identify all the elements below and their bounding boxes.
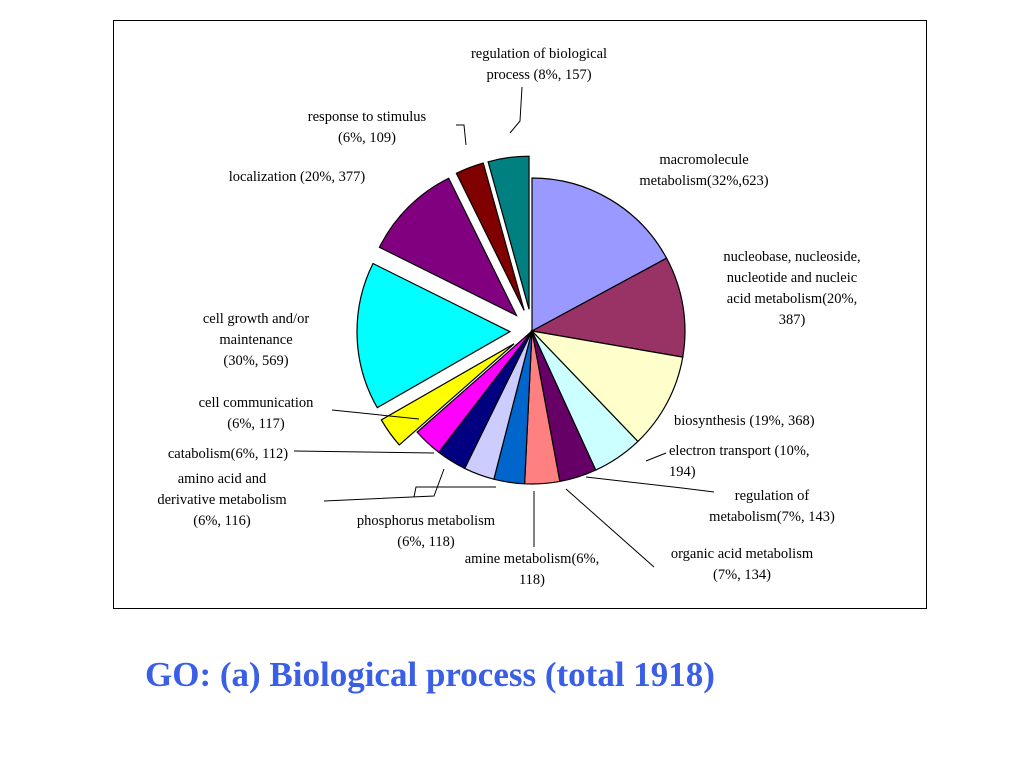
- slice-label-line: maintenance: [219, 332, 292, 348]
- leader-line-electron-transport: [645, 452, 667, 462]
- slice-label-line: response to stimulus: [308, 109, 427, 125]
- leader-line-regulation-of-metabolism: [585, 476, 715, 493]
- leader-line-organic-acid: [565, 488, 655, 568]
- slice-label-response-to-stimulus: response to stimulus (6%, 109): [308, 109, 427, 146]
- slice-label-phosphorus: phosphorus metabolism (6%, 118): [357, 513, 496, 550]
- slice-label-line: regulation of biological: [471, 46, 607, 62]
- slice-label-line: acid metabolism(20%,: [727, 291, 857, 307]
- pie-slice-cell-growth: [356, 262, 512, 409]
- leader-line-amino-acid: [323, 468, 445, 502]
- pie-slice-localization: [378, 177, 518, 317]
- slice-label-amine: amine metabolism(6%, 118): [465, 551, 600, 588]
- slice-label-line: (30%, 569): [223, 353, 288, 369]
- slice-label-organic-acid: organic acid metabolism (7%, 134): [671, 546, 814, 583]
- slice-label-line: electron transport (10%,: [669, 443, 810, 459]
- slice-label-line: (6%, 117): [227, 416, 285, 432]
- pie-slice-macromolecule: [531, 177, 668, 333]
- slice-label-line: catabolism(6%, 112): [168, 446, 288, 462]
- slice-label-line: macromolecule: [659, 152, 748, 168]
- pie-slice-cell-communication: [380, 343, 515, 446]
- slice-label-nucleobase: nucleobase, nucleoside, nucleotide and nu…: [723, 249, 860, 328]
- chart-caption: GO: (a) Biological process (total 1918): [145, 655, 715, 694]
- pie-slice-catabolism: [416, 330, 533, 454]
- slice-label-line: metabolism(7%, 143): [709, 509, 835, 525]
- slice-label-biosynthesis: biosynthesis (19%, 368): [674, 413, 815, 429]
- slice-label-line: biosynthesis (19%, 368): [674, 413, 815, 429]
- slice-label-line: nucleobase, nucleoside,: [723, 249, 860, 265]
- slice-label-line: process (8%, 157): [486, 67, 591, 83]
- slice-label-regulation-of-metabolism: regulation of metabolism(7%, 143): [709, 488, 835, 525]
- leader-line-phosphorus: [413, 486, 496, 498]
- slice-label-macromolecule: macromolecule metabolism(32%,623): [639, 152, 768, 189]
- slice-label-regulation-of-biological-process: regulation of biological process (8%, 157…: [471, 46, 607, 83]
- pie-chart: macromolecule metabolism(32%,623) nucleoba…: [157, 46, 860, 588]
- slice-label-cell-communication: cell communication (6%, 117): [199, 395, 315, 432]
- slice-label-line: phosphorus metabolism: [357, 513, 496, 529]
- slice-label-line: cell communication: [199, 395, 315, 411]
- slice-label-localization: localization (20%, 377): [229, 169, 366, 185]
- slice-label-line: derivative metabolism: [157, 492, 287, 508]
- leader-line-catabolism: [293, 450, 435, 454]
- slice-label-line: metabolism(32%,623): [639, 173, 768, 189]
- pie-slice-response-to-stimulus: [455, 162, 525, 311]
- slice-label-amino-acid: amino acid and derivative metabolism (6%, …: [157, 471, 287, 529]
- slice-label-line: localization (20%, 377): [229, 169, 366, 185]
- slice-label-line: 387): [779, 312, 806, 328]
- slice-label-cell-growth: cell growth and/or maintenance (30%, 569): [203, 311, 309, 369]
- slice-label-line: (6%, 116): [193, 513, 251, 529]
- slice-label-catabolism: catabolism(6%, 112): [168, 446, 288, 462]
- slice-label-line: regulation of: [735, 488, 810, 504]
- chart-frame: macromolecule metabolism(32%,623) nucleoba…: [113, 20, 927, 609]
- slice-label-line: organic acid metabolism: [671, 546, 814, 562]
- leader-line-cell-communication: [331, 409, 420, 420]
- slice-label-line: cell growth and/or: [203, 311, 309, 327]
- slice-label-electron-transport: electron transport (10%, 194): [669, 443, 810, 480]
- leader-line-response-to-stimulus: [456, 124, 467, 146]
- leader-line-regulation-of-biological-process: [509, 86, 523, 134]
- slice-label-line: 194): [669, 464, 696, 480]
- slice-label-line: 118): [519, 572, 545, 588]
- pie-slice-nucleobase: [530, 257, 686, 358]
- pie-slice-biosynthesis: [530, 330, 684, 443]
- slice-label-line: nucleotide and nucleic: [727, 270, 857, 286]
- slice-label-line: (6%, 118): [397, 534, 455, 550]
- slice-label-line: (6%, 109): [338, 130, 396, 146]
- slice-label-line: (7%, 134): [713, 567, 771, 583]
- pie-slice-regulation-of-biological-process: [487, 155, 530, 310]
- slice-label-line: amine metabolism(6%,: [465, 551, 600, 567]
- slice-label-line: amino acid and: [178, 471, 267, 487]
